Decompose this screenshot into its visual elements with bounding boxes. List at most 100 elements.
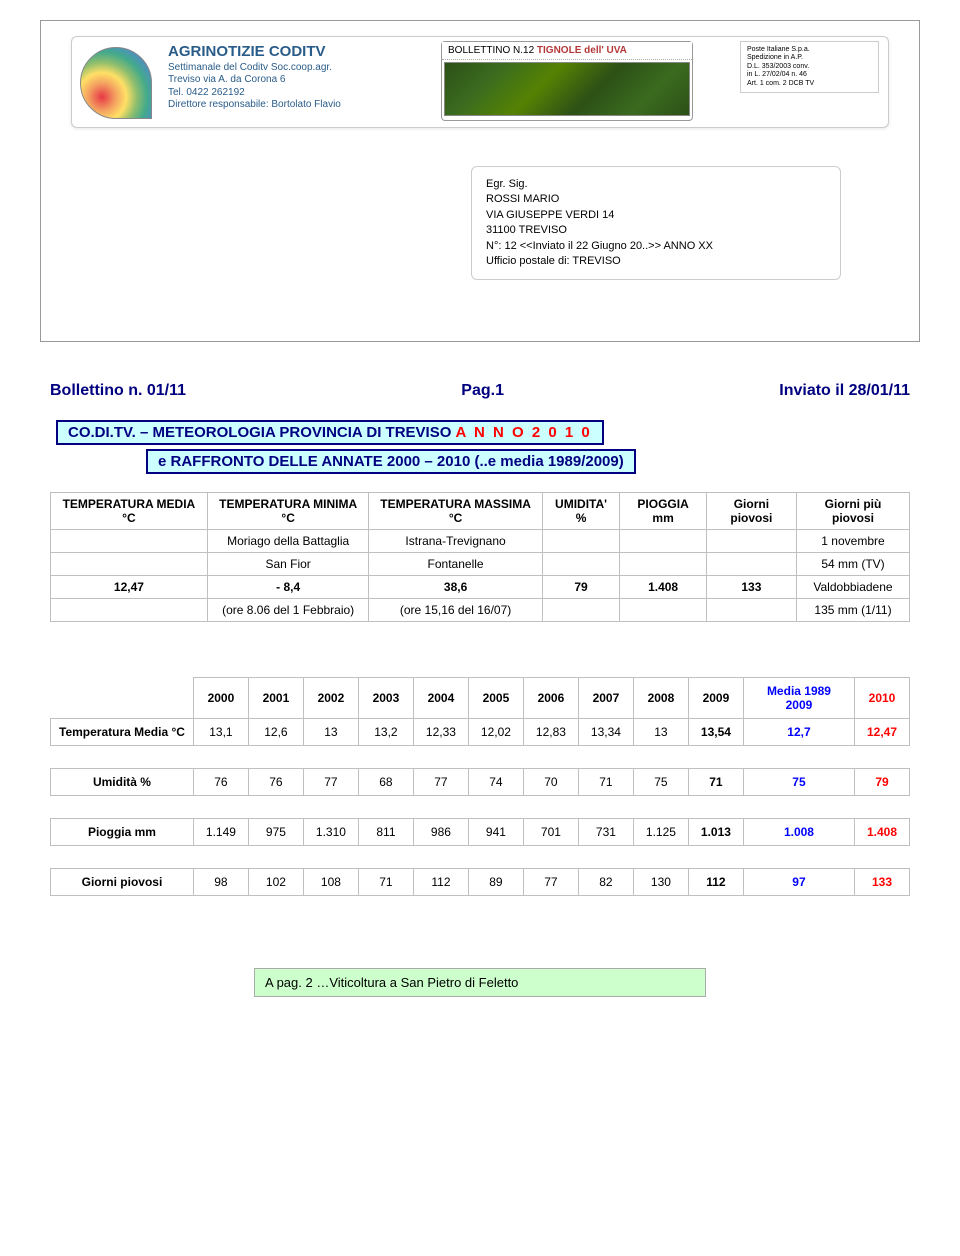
- cell: [542, 553, 620, 576]
- table-row: San Fior Fontanelle 54 mm (TV): [51, 553, 910, 576]
- cell: [51, 553, 208, 576]
- cell: 701: [523, 819, 578, 846]
- cell: Valdobbiadene: [796, 576, 909, 599]
- footer-link-strip: A pag. 2 …Viticoltura a San Pietro di Fe…: [254, 968, 706, 997]
- postal-line: in L. 27/02/04 n. 46: [747, 71, 872, 79]
- address-line: N°: 12 <<Inviato il 22 Giugno 20..>> ANN…: [486, 239, 826, 254]
- cell: [51, 530, 208, 553]
- bollettino-title: TIGNOLE dell' UVA: [537, 45, 627, 56]
- cell: 71: [358, 869, 413, 896]
- year-header: 2001: [248, 678, 303, 719]
- media-cell: 97: [743, 869, 854, 896]
- media-cell: 1.008: [743, 819, 854, 846]
- cell: 71: [688, 769, 743, 796]
- cell: Moriago della Battaglia: [207, 530, 369, 553]
- last-cell: 1.408: [854, 819, 909, 846]
- grape-leaf-image: [444, 62, 690, 116]
- meteo-header-prefix: CO.DI.TV. – METEOROLOGIA PROVINCIA DI TR…: [56, 420, 604, 445]
- cell: 76: [193, 769, 248, 796]
- cell: 75: [633, 769, 688, 796]
- address-line: VIA GIUSEPPE VERDI 14: [486, 208, 826, 223]
- letterhead-title: AGRINOTIZIE CODITV: [168, 43, 341, 62]
- cell: 12,83: [523, 719, 578, 746]
- year-header: 2004: [413, 678, 468, 719]
- year-header: 2009: [688, 678, 743, 719]
- cell: 13,2: [358, 719, 413, 746]
- cell: 70: [523, 769, 578, 796]
- cell: [706, 530, 796, 553]
- postal-line: D.L. 353/2003 conv.: [747, 63, 872, 71]
- cell: - 8,4: [207, 576, 369, 599]
- bollettino-header: BOLLETTINO N.12 TIGNOLE dell' UVA: [442, 42, 692, 60]
- cell: 731: [578, 819, 633, 846]
- cell: [542, 530, 620, 553]
- bulletin-title-row: Bollettino n. 01/11 Pag.1 Inviato il 28/…: [50, 382, 910, 400]
- bulletin-number: Bollettino n. 01/11: [50, 382, 186, 400]
- cell: 76: [248, 769, 303, 796]
- cell: 108: [303, 869, 358, 896]
- cell: [51, 599, 208, 622]
- page-number: Pag.1: [461, 382, 504, 400]
- cell: 975: [248, 819, 303, 846]
- cell: 941: [468, 819, 523, 846]
- last-cell: 12,47: [854, 719, 909, 746]
- meteo-header-year: A N N O 2 0 1 0: [456, 424, 592, 441]
- postal-line: Poste Italiane S.p.a.: [747, 46, 872, 54]
- cell: 130: [633, 869, 688, 896]
- scanned-header-frame: AGRINOTIZIE CODITV Settimanale del Codit…: [40, 20, 920, 342]
- last-cell: 133: [854, 869, 909, 896]
- cell: 79: [542, 576, 620, 599]
- letterhead-line: Treviso via A. da Corona 6: [168, 74, 341, 87]
- year-header: 2000: [193, 678, 248, 719]
- bollettino-thumbnail: BOLLETTINO N.12 TIGNOLE dell' UVA: [441, 41, 693, 121]
- cell: 811: [358, 819, 413, 846]
- cell: 38,6: [369, 576, 542, 599]
- cell: 54 mm (TV): [796, 553, 909, 576]
- cell: 13: [303, 719, 358, 746]
- cell: 1.149: [193, 819, 248, 846]
- row-label: Pioggia mm: [51, 819, 194, 846]
- cell: [706, 599, 796, 622]
- cell: 133: [706, 576, 796, 599]
- year-header: 2006: [523, 678, 578, 719]
- cell: 82: [578, 869, 633, 896]
- cell: 12,02: [468, 719, 523, 746]
- year-header: 2003: [358, 678, 413, 719]
- table-row: (ore 8.06 del 1 Febbraio) (ore 15,16 del…: [51, 599, 910, 622]
- media-cell: 12,7: [743, 719, 854, 746]
- cell: 112: [688, 869, 743, 896]
- year-header: 2008: [633, 678, 688, 719]
- cell: 12,33: [413, 719, 468, 746]
- media-cell: 75: [743, 769, 854, 796]
- cell: 98: [193, 869, 248, 896]
- cell: 12,6: [248, 719, 303, 746]
- col-header: PIOGGIA mm: [620, 493, 706, 530]
- address-line: Egr. Sig.: [486, 177, 826, 192]
- postal-info: Poste Italiane S.p.a. Spedizione in A.P.…: [740, 41, 879, 93]
- cell: 74: [468, 769, 523, 796]
- cell: 71: [578, 769, 633, 796]
- col-header: TEMPERATURA MEDIA °C: [51, 493, 208, 530]
- summary-header-row: TEMPERATURA MEDIA °C TEMPERATURA MINIMA …: [51, 493, 910, 530]
- cell: Istrana-Trevignano: [369, 530, 542, 553]
- cell: 1 novembre: [796, 530, 909, 553]
- postal-line: Art. 1 com. 2 DCB TV: [747, 80, 872, 88]
- col-header: TEMPERATURA MINIMA °C: [207, 493, 369, 530]
- year-header: 2007: [578, 678, 633, 719]
- table-row: Temperatura Media °C13,112,61313,212,331…: [51, 719, 910, 746]
- cell: 102: [248, 869, 303, 896]
- cell: (ore 8.06 del 1 Febbraio): [207, 599, 369, 622]
- meteo-header-line2: e RAFFRONTO DELLE ANNATE 2000 – 2010 (..…: [146, 449, 636, 474]
- table-row: 12,47 - 8,4 38,6 79 1.408 133 Valdobbiad…: [51, 576, 910, 599]
- cell: 1.125: [633, 819, 688, 846]
- col-header: Giorni più piovosi: [796, 493, 909, 530]
- row-label: Umidità %: [51, 769, 194, 796]
- cell: 13,1: [193, 719, 248, 746]
- document-body: Bollettino n. 01/11 Pag.1 Inviato il 28/…: [0, 352, 960, 1027]
- footer-text: A pag. 2 …Viticoltura a San Pietro di Fe…: [265, 975, 518, 990]
- cell: 77: [303, 769, 358, 796]
- cell: 135 mm (1/11): [796, 599, 909, 622]
- letterhead-line: Settimanale del Coditv Soc.coop.agr.: [168, 62, 341, 75]
- address-line: Ufficio postale di: TREVISO: [486, 254, 826, 269]
- cell: 68: [358, 769, 413, 796]
